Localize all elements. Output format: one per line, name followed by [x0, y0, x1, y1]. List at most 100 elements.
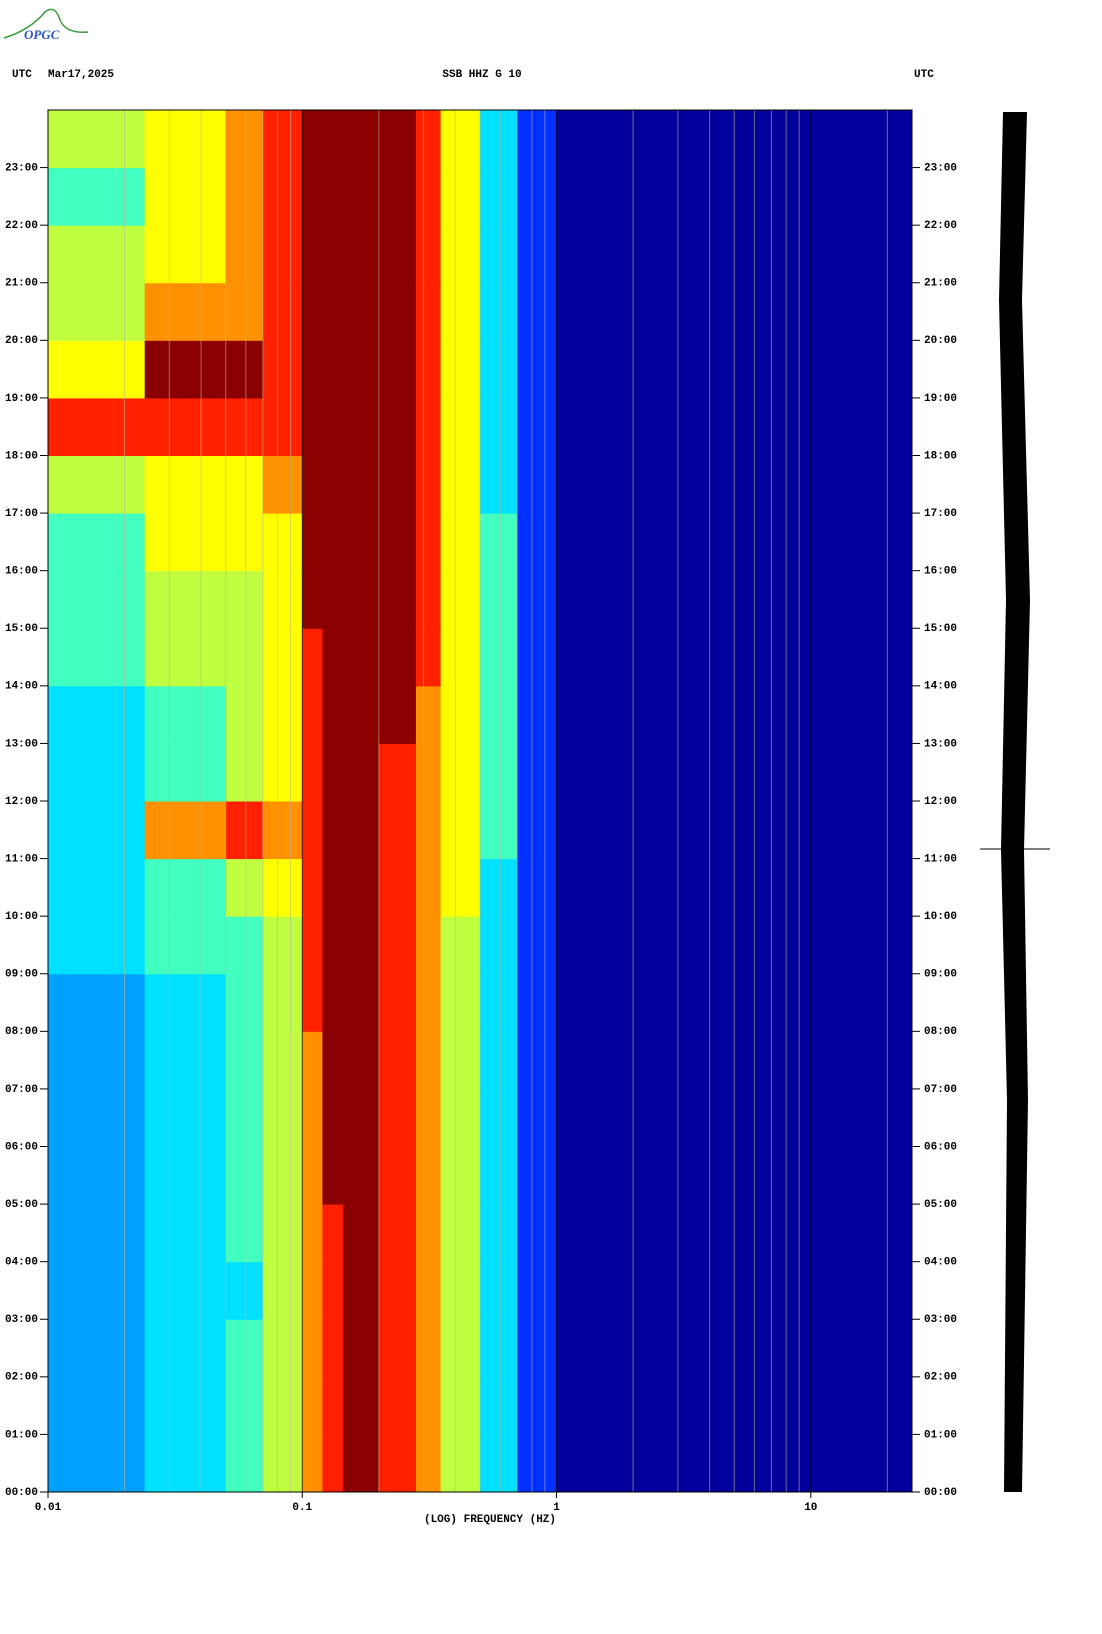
heatmap-cell [322, 397, 344, 456]
heatmap-cell [343, 628, 380, 687]
heatmap-cell [48, 1088, 146, 1147]
heatmap-cell [440, 340, 481, 399]
heatmap-cell [225, 1088, 264, 1147]
heatmap-cell [262, 397, 303, 456]
heatmap-cell [262, 685, 303, 744]
heatmap-cell [225, 801, 264, 860]
heatmap-cell [415, 916, 442, 975]
heatmap-cell [144, 973, 227, 1032]
heatmap-cell [517, 916, 558, 975]
y-tick-label-right: 23:00 [924, 162, 957, 174]
heatmap-cell [378, 801, 417, 860]
y-tick-label-right: 19:00 [924, 393, 957, 405]
heatmap-cell [343, 570, 380, 629]
heatmap-cell [322, 1146, 344, 1205]
heatmap-cell [343, 1434, 380, 1493]
heatmap-cell [517, 110, 558, 169]
y-tick-label-left: 19:00 [5, 393, 38, 405]
heatmap-cell [48, 167, 146, 226]
heatmap-cell [517, 801, 558, 860]
heatmap-cell [440, 685, 481, 744]
heatmap-cell [144, 1204, 227, 1263]
heatmap-cell [343, 513, 380, 572]
heatmap-cell [144, 685, 227, 744]
heatmap-cell [378, 628, 417, 687]
heatmap-cell [225, 685, 264, 744]
heatmap-cell [302, 1088, 323, 1147]
y-tick-label-right: 15:00 [924, 623, 957, 635]
heatmap-cell [225, 110, 264, 169]
heatmap-cell [144, 1319, 227, 1378]
heatmap-cell [302, 858, 323, 917]
heatmap-cell [343, 1204, 380, 1263]
heatmap-cell [517, 167, 558, 226]
heatmap-cell [48, 110, 146, 169]
heatmap-cell [262, 801, 303, 860]
heatmap-cell [262, 1146, 303, 1205]
heatmap-cell [517, 973, 558, 1032]
y-tick-label-right: 20:00 [924, 335, 957, 347]
heatmap-cell [48, 1204, 146, 1263]
heatmap-cell [378, 1088, 417, 1147]
heatmap-cell [262, 858, 303, 917]
heatmap-cell [440, 1204, 481, 1263]
heatmap-cell [440, 973, 481, 1032]
heatmap-cell [440, 1088, 481, 1147]
heatmap-cell [480, 513, 518, 572]
heatmap-cell [480, 743, 518, 802]
heatmap-cell [378, 916, 417, 975]
heatmap-cell [343, 1261, 380, 1320]
heatmap-cell [440, 167, 481, 226]
heatmap-cell [48, 1319, 146, 1378]
y-tick-label-right: 08:00 [924, 1026, 957, 1038]
heatmap-cell [440, 282, 481, 341]
heatmap-cell [517, 455, 558, 514]
y-tick-label-left: 12:00 [5, 796, 38, 808]
heatmap-cell [322, 513, 344, 572]
heatmap-cell [48, 1146, 146, 1205]
heatmap-cell [262, 167, 303, 226]
heatmap-cell [144, 1031, 227, 1090]
y-tick-label-left: 21:00 [5, 278, 38, 290]
heatmap-cell [517, 858, 558, 917]
heatmap-cell [415, 1146, 442, 1205]
heatmap-cell [144, 225, 227, 284]
heatmap-cell [440, 513, 481, 572]
heatmap-cell [144, 167, 227, 226]
y-tick-label-left: 14:00 [5, 681, 38, 693]
heatmap-cell [343, 1031, 380, 1090]
heatmap-cell [480, 282, 518, 341]
heatmap-cell [225, 1031, 264, 1090]
heatmap-cell [440, 858, 481, 917]
heatmap-cell [144, 513, 227, 572]
heatmap-cell [262, 1319, 303, 1378]
heatmap-cell [225, 1261, 264, 1320]
heatmap-cell [302, 225, 323, 284]
y-tick-label-right: 13:00 [924, 738, 957, 750]
heatmap-cell [480, 1261, 518, 1320]
heatmap-cell [378, 110, 417, 169]
heatmap-cell [517, 225, 558, 284]
y-tick-label-left: 16:00 [5, 566, 38, 578]
heatmap-cell [378, 570, 417, 629]
heatmap-cell [48, 1261, 146, 1320]
heatmap-cell [302, 570, 323, 629]
heatmap-cell [480, 1204, 518, 1263]
heatmap-cell [302, 628, 323, 687]
y-tick-label-right: 04:00 [924, 1257, 957, 1269]
heatmap-cell [440, 225, 481, 284]
y-tick-label-right: 17:00 [924, 508, 957, 520]
y-tick-label-left: 15:00 [5, 623, 38, 635]
heatmap-cell [262, 455, 303, 514]
heatmap-cell [225, 743, 264, 802]
heatmap-cell [440, 570, 481, 629]
heatmap-cell [48, 397, 146, 456]
y-tick-label-left: 06:00 [5, 1141, 38, 1153]
heatmap-cell [225, 1376, 264, 1435]
heatmap-cell [302, 1146, 323, 1205]
heatmap-cell [415, 628, 442, 687]
heatmap-cell [322, 1031, 344, 1090]
heatmap-cell [225, 1146, 264, 1205]
y-tick-label-left: 10:00 [5, 911, 38, 923]
